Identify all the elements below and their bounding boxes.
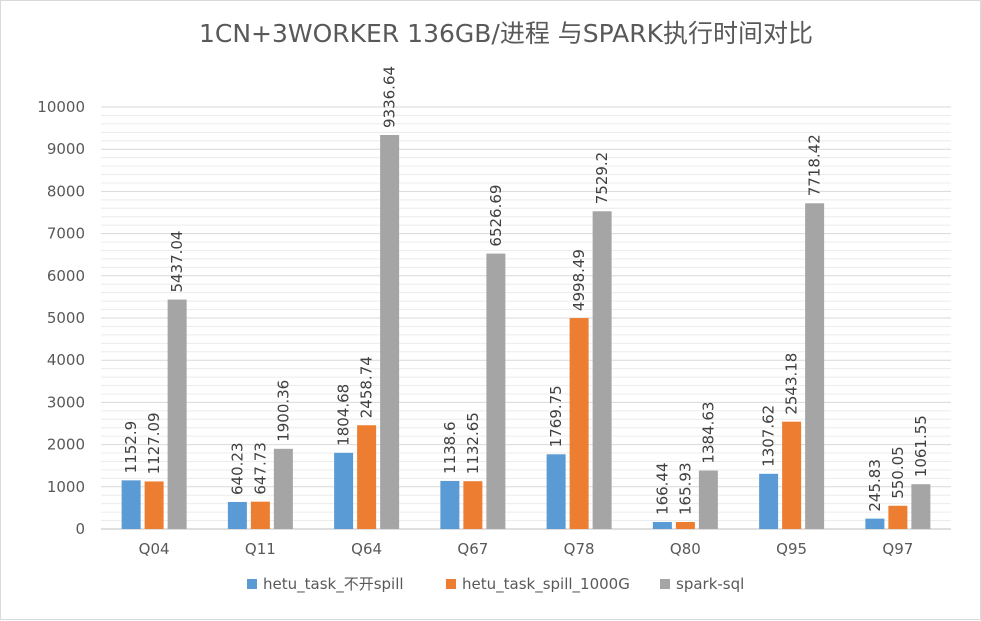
y-tick-label: 8000 [47, 182, 85, 200]
y-tick-label: 3000 [47, 393, 85, 411]
bar [463, 481, 483, 529]
data-label: 647.73 [251, 442, 269, 495]
x-tick-label: Q11 [245, 540, 276, 558]
bar [911, 484, 931, 529]
bar [652, 521, 672, 529]
data-label: 1152.9 [122, 421, 140, 474]
legend-label: hetu_task_不开spill [263, 575, 404, 594]
bars [121, 134, 931, 530]
bar [675, 521, 695, 529]
bar [380, 134, 400, 530]
bar [805, 203, 825, 530]
bar [250, 501, 270, 529]
data-label: 5437.04 [168, 231, 186, 293]
legend-swatch [660, 579, 670, 589]
data-label: 2458.74 [358, 356, 376, 418]
bar [121, 480, 141, 529]
data-label: 1132.65 [464, 412, 482, 474]
legend-swatch [446, 579, 456, 589]
y-tick-label: 10000 [37, 98, 85, 116]
x-tick-label: Q78 [564, 540, 595, 558]
bar [569, 318, 589, 529]
data-label: 1127.09 [145, 412, 163, 474]
data-label: 640.23 [228, 442, 246, 495]
data-label: 1307.62 [760, 405, 778, 467]
x-tick-label: Q80 [670, 540, 701, 558]
bar [546, 454, 566, 529]
data-label: 245.83 [866, 459, 884, 512]
bar [759, 473, 779, 529]
legend: hetu_task_不开spill hetu_task_spill_1000G sp… [247, 575, 744, 594]
data-label: 1384.63 [699, 402, 717, 464]
y-tick-label: 7000 [47, 225, 85, 243]
legend-swatch [247, 579, 257, 589]
data-label: 1900.36 [274, 380, 292, 442]
x-tick-label: Q97 [882, 540, 913, 558]
legend-label: spark-sql [676, 575, 744, 593]
y-tick-label: 9000 [47, 140, 85, 158]
bar [865, 518, 885, 529]
chart-title: 1CN+3WORKER 136GB/进程 与SPARK执行时间对比 [199, 19, 813, 48]
axes: 0 1000 2000 3000 4000 5000 6000 7000 8000 9000 100… [37, 98, 951, 558]
bar [698, 470, 718, 529]
y-tick-label: 6000 [47, 267, 85, 285]
bar [486, 253, 506, 530]
x-tick-label: Q64 [351, 540, 382, 558]
y-tick-label: 2000 [47, 436, 85, 454]
data-label: 4998.49 [570, 249, 588, 311]
data-label: 1769.75 [547, 385, 565, 447]
data-label: 1061.55 [912, 415, 930, 477]
y-tick-label: 0 [75, 520, 85, 538]
bar [357, 425, 377, 529]
bar [273, 448, 293, 529]
bar [167, 299, 187, 529]
y-tick-label: 1000 [47, 478, 85, 496]
data-label: 2543.18 [783, 353, 801, 415]
data-label: 9336.64 [381, 66, 399, 128]
data-label: 7718.42 [806, 134, 824, 196]
bar [888, 505, 908, 529]
bar [144, 481, 164, 529]
y-tick-label: 5000 [47, 309, 85, 327]
bar [592, 211, 612, 529]
data-label: 165.93 [676, 462, 694, 515]
x-tick-label: Q04 [139, 540, 170, 558]
data-label: 7529.2 [593, 152, 611, 205]
bar [227, 501, 247, 529]
bar [782, 421, 802, 529]
x-tick-label: Q95 [776, 540, 807, 558]
legend-label: hetu_task_spill_1000G [462, 575, 630, 594]
data-label: 1804.68 [335, 384, 353, 446]
data-label: 550.05 [889, 446, 907, 499]
data-labels: 1152.9 1127.09 5437.04 640.23 647.73 1900.36 1… [122, 66, 930, 515]
x-tick-label: Q67 [457, 540, 488, 558]
data-label: 1138.6 [441, 421, 459, 474]
bar [334, 452, 354, 529]
data-label: 166.44 [653, 462, 671, 515]
bar [440, 480, 460, 529]
y-tick-label: 4000 [47, 351, 85, 369]
data-label: 6526.69 [487, 185, 505, 247]
